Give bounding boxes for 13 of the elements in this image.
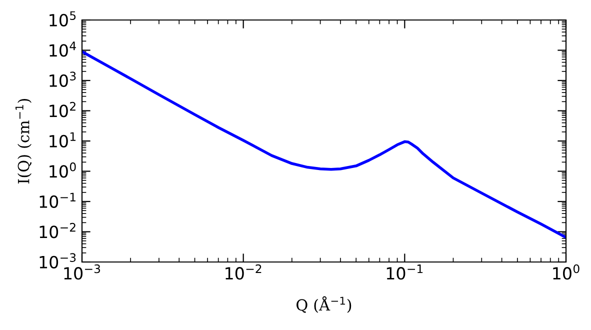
y-tick-label: 10$^{−2}$ (40, 222, 76, 238)
y-tick-label: 10$^{3}$ (50, 72, 76, 87)
y-tick-label: 10$^{4}$ (50, 42, 76, 57)
x-axis-title: Q (Å$^{−1}$) (296, 296, 352, 313)
y-tick-label: 10$^{5}$ (50, 11, 76, 26)
x-tick-label: 10$^{−1}$ (386, 264, 423, 280)
y-tick-label: 10$^{2}$ (50, 102, 76, 118)
y-tick-label: 10$^{1}$ (50, 132, 76, 148)
y-tick-label: 10$^{−1}$ (40, 192, 76, 208)
y-axis-title: I(Q) (cm$^{−1}$) (15, 98, 32, 184)
x-tick-label: 10$^{−2}$ (226, 264, 262, 280)
x-tick-label: 10$^{0}$ (553, 264, 580, 280)
y-tick-label: 10$^{0}$ (50, 162, 76, 178)
